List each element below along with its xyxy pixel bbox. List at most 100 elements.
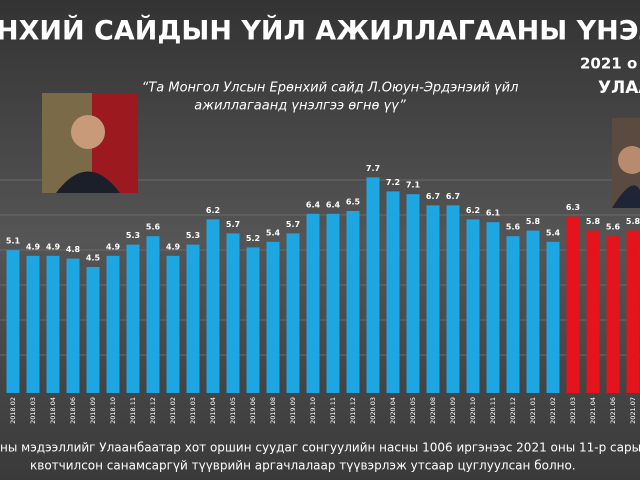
bar bbox=[506, 236, 520, 393]
portrait bbox=[612, 118, 640, 208]
value-label: 4.9 bbox=[106, 242, 121, 251]
value-label: 6.4 bbox=[326, 200, 341, 209]
x-tick-label: 2019.09 bbox=[289, 397, 297, 424]
value-label: 6.5 bbox=[346, 198, 361, 207]
x-tick-label: 2019.11 bbox=[329, 397, 337, 424]
bar bbox=[406, 194, 420, 393]
bar bbox=[86, 267, 100, 393]
bar bbox=[146, 236, 160, 393]
value-label: 6.7 bbox=[426, 192, 440, 201]
x-tick-label: 2019.12 bbox=[349, 397, 357, 424]
x-tick-label: 2019.06 bbox=[249, 397, 257, 424]
x-tick-label: 2020.09 bbox=[449, 397, 457, 424]
subtitle: УЛАА bbox=[598, 78, 640, 98]
bar bbox=[486, 222, 500, 393]
value-label: 6.7 bbox=[446, 192, 460, 201]
bar bbox=[306, 213, 320, 393]
bar bbox=[346, 211, 360, 393]
value-label: 5.1 bbox=[6, 237, 21, 246]
value-label: 4.5 bbox=[86, 254, 101, 263]
x-tick-label: 2021.07 bbox=[629, 397, 637, 424]
value-label: 6.4 bbox=[306, 200, 321, 209]
value-label: 4.9 bbox=[166, 242, 181, 251]
x-tick-label: 2020.08 bbox=[429, 397, 437, 424]
bar bbox=[586, 230, 600, 393]
subtitle: 2021 о bbox=[580, 55, 637, 73]
value-label: 5.6 bbox=[606, 223, 621, 232]
bar bbox=[266, 241, 280, 393]
x-tick-label: 2020.04 bbox=[389, 397, 397, 424]
bar bbox=[446, 205, 460, 393]
bar bbox=[226, 233, 240, 393]
x-tick-label: 2018.02 bbox=[9, 397, 17, 424]
bar bbox=[126, 244, 140, 393]
bar bbox=[286, 233, 300, 393]
value-label: 5.2 bbox=[246, 234, 260, 243]
value-label: 6.3 bbox=[566, 203, 580, 212]
x-tick-label: 2020.03 bbox=[369, 397, 377, 424]
x-tick-label: 2019.10 bbox=[309, 397, 317, 424]
value-label: 5.4 bbox=[546, 228, 561, 237]
bar bbox=[386, 191, 400, 393]
value-label: 5.6 bbox=[506, 223, 521, 232]
bar bbox=[546, 241, 560, 393]
value-label: 5.8 bbox=[526, 217, 541, 226]
x-tick-label: 2021.06 bbox=[609, 397, 617, 424]
bar bbox=[166, 255, 180, 393]
bar bbox=[246, 247, 260, 393]
bar bbox=[6, 250, 20, 393]
x-tick-label: 2020.11 bbox=[489, 397, 497, 424]
value-label: 5.3 bbox=[126, 231, 140, 240]
value-label: 5.6 bbox=[146, 223, 161, 232]
x-tick-label: 2018.04 bbox=[49, 397, 57, 424]
value-label: 7.1 bbox=[406, 181, 421, 190]
value-label: 4.9 bbox=[26, 242, 41, 251]
x-tick-label: 2019.05 bbox=[229, 397, 237, 424]
x-tick-label: 2019.02 bbox=[169, 397, 177, 424]
chart-title: НХИЙ САЙДЫН ҮЙЛ АЖИЛЛАГААНЫ ҮНЭЛГЭЭ bbox=[0, 15, 640, 47]
x-tick-label: 2019.03 bbox=[189, 397, 197, 424]
value-label: 5.4 bbox=[266, 228, 281, 237]
bar bbox=[46, 255, 60, 393]
value-label: 6.2 bbox=[466, 206, 480, 215]
bar bbox=[326, 213, 340, 393]
bar bbox=[566, 216, 580, 393]
bar bbox=[426, 205, 440, 393]
value-label: 7.2 bbox=[386, 178, 400, 187]
bar bbox=[26, 255, 40, 393]
value-label: 7.7 bbox=[366, 164, 380, 173]
bar bbox=[626, 230, 640, 393]
x-tick-label: 2021.02 bbox=[549, 397, 557, 424]
value-label: 4.8 bbox=[66, 245, 81, 254]
x-tick-label: 2020.10 bbox=[469, 397, 477, 424]
value-label: 5.7 bbox=[226, 220, 240, 229]
value-label: 5.3 bbox=[186, 231, 200, 240]
x-tick-label: 2018.09 bbox=[89, 397, 97, 424]
x-tick-label: 2021.01 bbox=[529, 397, 537, 424]
x-tick-label: 2018.06 bbox=[69, 397, 77, 424]
value-label: 6.2 bbox=[206, 206, 220, 215]
question: “Та Монгол Улсын Ерөнхий сайд Л.Оюун-Эрд… bbox=[142, 81, 519, 96]
bar bbox=[66, 258, 80, 393]
bar bbox=[526, 230, 540, 393]
bar bbox=[106, 255, 120, 393]
footnote: квотчилсон санамсаргүй түүврийн аргачлал… bbox=[30, 459, 576, 473]
bar bbox=[466, 219, 480, 393]
footnote: ны мэдээллийг Улаанбаатар хот оршин сууд… bbox=[0, 441, 640, 455]
value-label: 4.9 bbox=[46, 242, 61, 251]
x-tick-label: 2018.12 bbox=[149, 397, 157, 424]
x-tick-label: 2018.10 bbox=[109, 397, 117, 424]
x-tick-label: 2020.12 bbox=[509, 397, 517, 424]
question: ажиллагаанд үнэлгээ өгнө үү” bbox=[194, 99, 406, 114]
value-label: 5.8 bbox=[586, 217, 601, 226]
x-tick-label: 2021.04 bbox=[589, 397, 597, 424]
x-tick-label: 2018.03 bbox=[29, 397, 37, 424]
x-tick-label: 2020.05 bbox=[409, 397, 417, 424]
bar bbox=[186, 244, 200, 393]
x-tick-label: 2018.11 bbox=[129, 397, 137, 424]
bar bbox=[366, 177, 380, 393]
value-label: 6.1 bbox=[486, 209, 501, 218]
portrait bbox=[42, 93, 138, 193]
